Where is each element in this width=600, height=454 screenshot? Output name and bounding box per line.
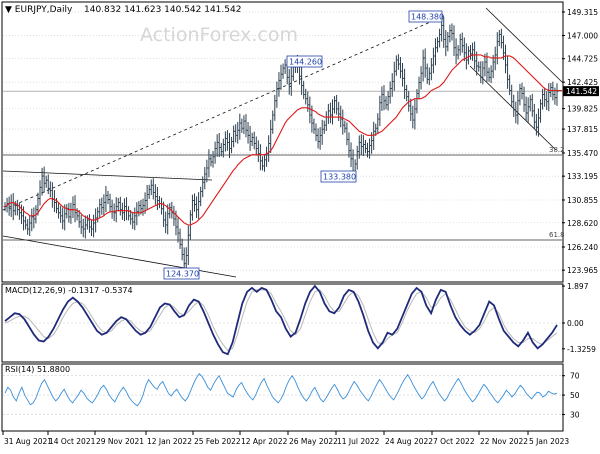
rsi-lines (3, 373, 562, 415)
peak-annotation-label: 148.380 (411, 13, 444, 22)
date-tick-label: 11 Jul 2022 (337, 437, 380, 446)
date-tick-label: 31 Aug 2021 (4, 437, 52, 446)
macd-tick-label: -1.3259 (567, 345, 596, 354)
channel-upper-line (485, 7, 563, 83)
date-tick-label: 26 May 2022 (289, 437, 338, 446)
trendlines (2, 7, 563, 278)
peak-annotation-label: 144.260 (289, 58, 322, 67)
date-tick-label: 12 Apr 2022 (241, 437, 288, 446)
annotations: 148.380 144.260 133.380 124.370 38.2 61.8 (163, 10, 565, 280)
rsi-tick-label: 70 (570, 372, 580, 381)
price-tick-label: 144.725 (567, 55, 598, 64)
price-tick-label: 149.315 (567, 8, 598, 17)
date-tick-label: 7 Oct 2022 (433, 437, 475, 446)
date-tick-label: 12 Jan 2022 (147, 437, 192, 446)
channel-lower-line (469, 65, 557, 151)
macd-title: MACD(12,26,9) -0.1317 -0.5374 (5, 286, 133, 295)
price-panel (1, 1, 564, 283)
price-tick-label: 135.470 (567, 149, 598, 158)
rsi-series-line (4, 373, 558, 407)
macd-axis: 1.897 0.00 -1.3259 (562, 282, 596, 354)
watermark-text: ActionForex.com (140, 24, 298, 46)
price-tick-label: 139.825 (567, 105, 598, 114)
price-tick-label: 126.240 (567, 243, 598, 252)
macd-lines (3, 284, 562, 356)
date-tick-label: 5 Jan 2023 (529, 437, 569, 446)
date-tick-label: 14 Oct 2021 (49, 437, 96, 446)
current-price-label: 141.542 (566, 87, 597, 96)
ema-line (4, 54, 564, 226)
fib-618-label: 61.8 (549, 231, 565, 239)
chart-title: ▼ EURJPY,Daily (5, 5, 73, 15)
rsi-axis: 70 50 30 (562, 372, 580, 419)
date-tick-label: 25 Feb 2022 (194, 437, 241, 446)
triangle-upper-line (2, 170, 213, 181)
trough-annotation-label: 124.370 (166, 270, 199, 279)
macd-signal-line (4, 289, 558, 351)
price-bars (3, 17, 559, 272)
trough-annotation-label: 133.380 (323, 173, 356, 182)
price-tick-label: 137.815 (567, 125, 598, 134)
rising-dotted-trendline (2, 15, 445, 211)
date-tick-label: 22 Nov 2022 (480, 437, 528, 446)
trough-annotation-box (163, 267, 200, 280)
trough-annotation-box (320, 170, 357, 183)
ema-series-line (4, 54, 564, 226)
price-grid (3, 11, 562, 271)
price-tick-label: 128.620 (567, 219, 598, 228)
symbol-label: EURJPY,Daily (15, 5, 73, 15)
rsi-tick-label: 30 (570, 410, 580, 419)
macd-tick-label: 0.00 (567, 319, 584, 328)
rsi-title: RSI(14) 51.8800 (5, 365, 70, 374)
date-tick-label: 29 Nov 2021 (96, 437, 144, 446)
ohlc-values: 140.832 141.623 140.542 141.542 (84, 5, 241, 15)
fib-382-label: 38.2 (549, 146, 565, 154)
current-price-box (563, 86, 599, 97)
price-tick-label: 147.000 (567, 32, 598, 41)
price-axis: 149.315 147.000 144.725 142.425 139.825 137.8… (3, 8, 599, 275)
date-tick-label: 24 Aug 2022 (385, 437, 433, 446)
price-tick-label: 133.195 (567, 172, 598, 181)
peak-annotation-box (286, 55, 323, 68)
chart-title-arrow: ▼ (5, 5, 15, 15)
price-tick-label: 123.965 (567, 266, 598, 275)
price-tick-label: 142.425 (567, 78, 598, 87)
macd-tick-label: 1.897 (567, 282, 589, 291)
rsi-tick-label: 50 (570, 391, 580, 400)
peak-annotation-box (408, 10, 443, 23)
macd-main-line (4, 284, 558, 356)
price-tick-label: 130.855 (567, 196, 598, 205)
